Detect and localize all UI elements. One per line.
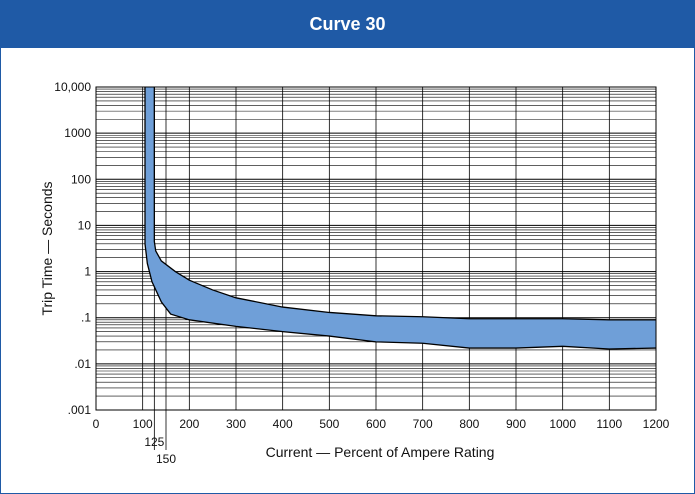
y-tick-label: .1 (81, 311, 91, 325)
y-tick-label: 1000 (64, 126, 91, 140)
y-tick-label: .001 (68, 403, 92, 417)
y-axis-title: Trip Time — Seconds (39, 181, 55, 315)
y-tick-label: 10,000 (54, 80, 91, 94)
x-tick-label: 200 (179, 417, 199, 431)
chart-title: Curve 30 (1, 1, 694, 48)
x-axis-title: Current — Percent of Ampere Rating (266, 444, 495, 460)
x-tick-label: 1100 (596, 417, 622, 431)
x-tick-label: 0 (93, 417, 100, 431)
y-tick-label: 100 (71, 172, 91, 186)
x-extra-tick-label: 150 (156, 452, 176, 466)
x-tick-label: 1000 (549, 417, 576, 431)
y-tick-label: 1 (84, 265, 91, 279)
x-extra-tick-label: 125 (144, 435, 164, 449)
trip-band-area (145, 87, 656, 349)
y-tick-label: 10 (78, 218, 92, 232)
x-tick-label: 400 (273, 417, 293, 431)
x-tick-label: 800 (459, 417, 479, 431)
x-tick-label: 900 (506, 417, 526, 431)
x-tick-label: 300 (226, 417, 246, 431)
lower-curve-line (144, 87, 657, 350)
x-tick-label: 600 (366, 417, 386, 431)
x-tick-label: 1200 (643, 417, 670, 431)
y-tick-label: .01 (74, 357, 91, 371)
upper-curve-line (153, 87, 656, 321)
plot-border (95, 86, 657, 411)
x-tick-label: 100 (133, 417, 153, 431)
x-tick-label: 500 (319, 417, 339, 431)
x-tick-label: 700 (413, 417, 433, 431)
